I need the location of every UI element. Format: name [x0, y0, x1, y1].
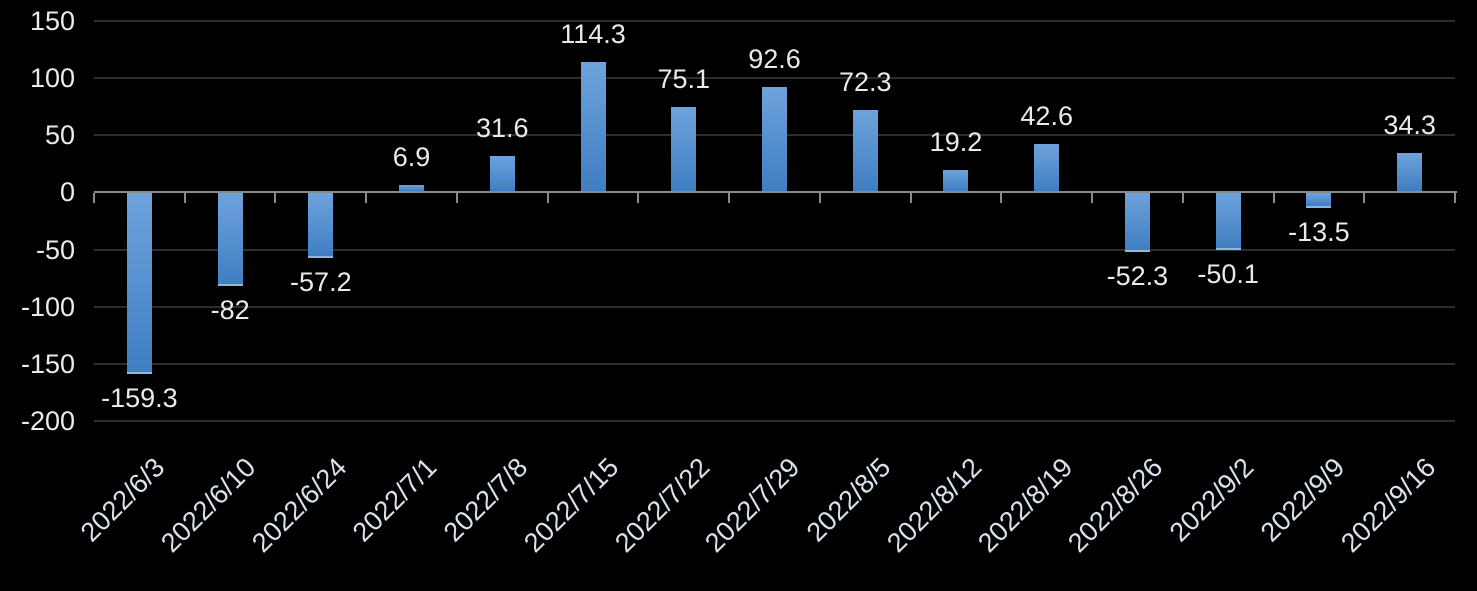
y-tick-label: 50 [44, 120, 75, 151]
x-category-label: 2022/8/5 [800, 452, 897, 548]
x-axis-tick [1454, 193, 1456, 204]
bar-value-label: 31.6 [476, 113, 529, 144]
x-category-label: 2022/8/12 [881, 452, 988, 559]
x-category-label: 2022/9/2 [1163, 452, 1260, 548]
y-gridline [94, 420, 1455, 422]
x-category-label: 2022/8/19 [971, 452, 1078, 559]
x-category-label: 2022/6/24 [245, 452, 353, 559]
x-category-label: 2022/7/1 [347, 452, 443, 548]
x-axis-tick [1363, 193, 1366, 204]
y-tick-label: 100 [29, 63, 75, 94]
bar [126, 193, 152, 375]
x-axis-tick [637, 193, 640, 204]
bar-value-label: 114.3 [560, 18, 626, 49]
y-tick-label: 0 [59, 177, 75, 208]
x-category-label: 2022/7/8 [437, 452, 534, 548]
x-axis-tick [728, 193, 731, 204]
bar-value-label: 42.6 [1020, 100, 1073, 131]
x-axis-tick [1091, 193, 1094, 204]
x-axis-tick [818, 193, 821, 204]
bar [580, 61, 606, 192]
bar [1124, 193, 1150, 253]
x-axis-tick [909, 193, 912, 204]
x-category-label: 2022/7/15 [518, 452, 625, 559]
y-tick-label: -100 [20, 291, 75, 322]
x-axis-tick [546, 193, 549, 204]
bar [852, 109, 878, 192]
x-category-label: 2022/7/29 [699, 452, 806, 559]
bar-value-label: -13.5 [1288, 216, 1350, 247]
x-category-label: 2022/9/9 [1254, 452, 1351, 548]
x-axis-tick [1181, 193, 1184, 204]
x-axis-tick [183, 193, 186, 204]
bar-value-label: 34.3 [1383, 110, 1436, 141]
bar [671, 106, 697, 192]
y-tick-label: 150 [29, 6, 75, 36]
x-axis-line [94, 191, 1457, 194]
y-tick-label: -200 [20, 406, 75, 436]
bar [1397, 153, 1423, 192]
bar-value-label: 19.2 [929, 127, 983, 158]
x-category-label: 2022/6/3 [75, 452, 171, 548]
x-axis-tick [1272, 193, 1275, 204]
bar [943, 170, 969, 192]
y-gridline [94, 248, 1455, 251]
bar [399, 184, 425, 192]
bar-value-label: 92.6 [748, 43, 801, 74]
bar [1034, 143, 1060, 192]
y-gridline [94, 20, 1455, 22]
bar-value-label: -52.3 [1106, 261, 1169, 292]
x-axis-tick [365, 193, 368, 204]
bar [217, 193, 243, 287]
y-gridline [94, 362, 1455, 365]
y-gridline [94, 77, 1455, 80]
bar-value-label: 75.1 [657, 63, 711, 94]
x-axis-tick [274, 193, 277, 204]
x-category-label: 2022/9/16 [1334, 452, 1441, 559]
bar-value-label: 6.9 [392, 141, 431, 172]
bar-value-label: -82 [210, 295, 250, 326]
x-axis-tick [1000, 193, 1003, 204]
bar-value-label: 72.3 [838, 66, 892, 97]
x-axis-tick [455, 193, 458, 204]
y-tick-label: -50 [35, 234, 75, 265]
x-category-label: 2022/6/10 [155, 452, 262, 559]
y-gridline [94, 305, 1455, 308]
x-axis-tick [93, 193, 95, 204]
bar [762, 86, 787, 192]
x-category-label: 2022/7/22 [608, 452, 715, 559]
bar [1215, 193, 1241, 250]
y-tick-label: -150 [20, 348, 75, 379]
bar [1306, 193, 1332, 208]
x-category-label: 2022/8/26 [1062, 452, 1169, 559]
bar [308, 193, 334, 258]
bar-value-label: -50.1 [1197, 258, 1259, 289]
bar-value-label: -57.2 [290, 266, 352, 297]
bar [489, 156, 515, 192]
bar-value-label: -159.3 [101, 383, 178, 414]
